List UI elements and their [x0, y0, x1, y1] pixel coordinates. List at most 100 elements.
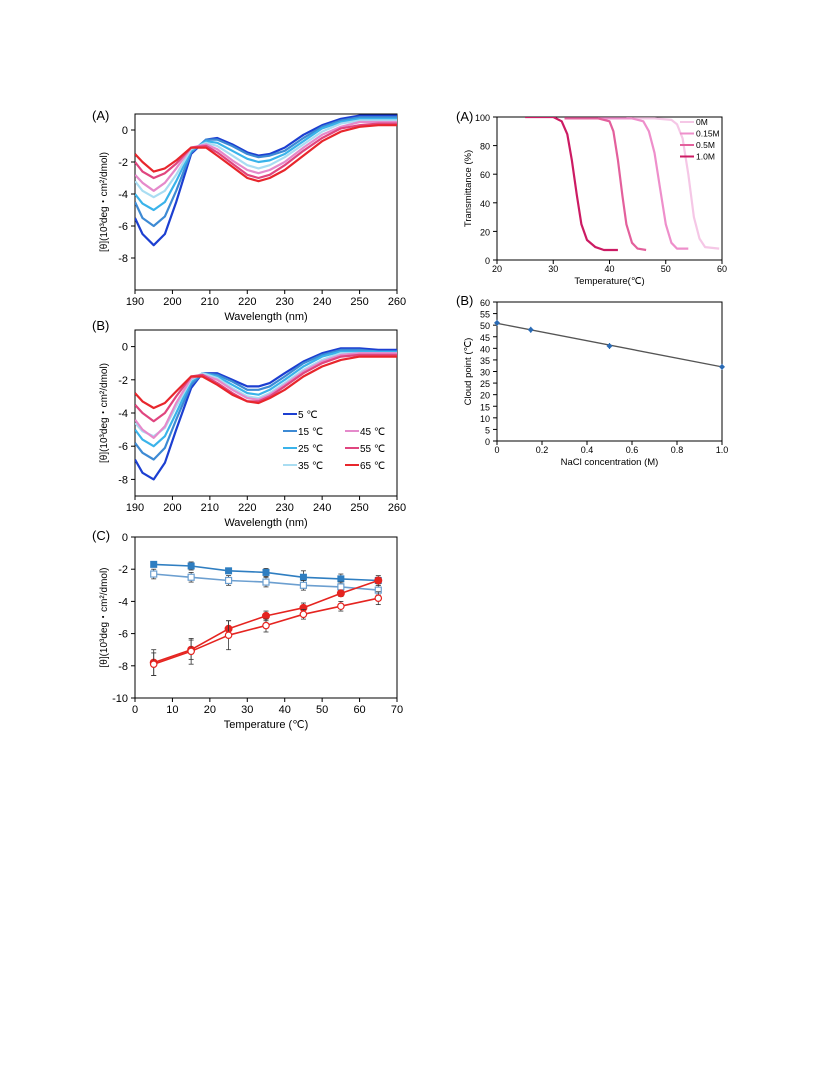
x-tick-label: 0.2 [536, 445, 549, 455]
x-tick-label: 240 [313, 296, 331, 308]
legend-label: 5 ℃ [298, 410, 318, 421]
legend-label: 0M [696, 117, 708, 127]
x-tick-label: 0.8 [671, 445, 684, 455]
panel-label: (B) [456, 293, 473, 308]
data-point [149, 660, 158, 668]
chart-panel-left_B: (B) 190 200 210 220 230 240 250 260 0 -2 -4 -6 -8 Wave… [92, 318, 406, 529]
data-point [187, 562, 195, 570]
data-point [225, 567, 233, 575]
panel-label: (A) [456, 109, 473, 124]
y-axis-label: [θ](10³deg・cm²/dmol) [99, 567, 110, 667]
y-tick-label: -4 [118, 408, 128, 420]
data-point [299, 573, 307, 581]
series-line-15 [135, 348, 397, 461]
x-tick-label: 200 [163, 502, 181, 514]
plot-frame [134, 536, 398, 699]
x-tick-label: 20 [492, 264, 502, 274]
x-tick-label: 50 [316, 704, 328, 716]
x-tick-label: 20 [204, 704, 216, 716]
y-tick-label: 35 [480, 356, 490, 366]
x-tick-label: 210 [201, 296, 219, 308]
x-tick-label: 30 [241, 704, 253, 716]
series-line-45 [135, 352, 397, 439]
y-axis-label: [θ](10³deg・cm²/dmol) [99, 363, 110, 463]
data-point [262, 611, 270, 620]
legend-label: 0.15M [696, 129, 720, 139]
series-line-25 [135, 350, 397, 448]
x-tick-label: 0 [494, 445, 499, 455]
chart-panel-left_A: (A) 190 200 210 220 230 240 250 260 0 -2 -4 -6 -8 Wave… [92, 108, 406, 323]
x-tick-label: 240 [313, 502, 331, 514]
y-tick-label: 20 [480, 391, 490, 401]
y-tick-label: 0 [122, 125, 128, 137]
legend-label: 55 ℃ [360, 444, 385, 455]
legend-label: 65 ℃ [360, 461, 385, 472]
x-tick-label: 60 [353, 704, 365, 716]
x-tick-label: 10 [166, 704, 178, 716]
y-tick-label: 80 [480, 142, 490, 152]
x-tick-label: 60 [717, 264, 727, 274]
series-line-65 [135, 355, 397, 410]
data-point [337, 575, 345, 583]
y-tick-label: 45 [480, 333, 490, 343]
y-tick-label: -4 [118, 596, 128, 608]
data-point [224, 576, 233, 585]
plot-frame [134, 113, 398, 291]
y-tick-label: 40 [480, 344, 490, 354]
data-point [262, 621, 270, 630]
legend-label: 15 ℃ [298, 427, 323, 438]
x-axis-label: NaCl concentration (M) [561, 457, 659, 468]
x-tick-label: 0.4 [581, 445, 594, 455]
y-tick-label: -2 [118, 564, 128, 576]
data-point [719, 363, 725, 370]
data-point [150, 560, 158, 568]
y-tick-label: 0 [485, 437, 490, 447]
y-tick-label: -2 [118, 375, 128, 387]
series-line-4 [135, 120, 397, 192]
x-tick-label: 30 [548, 264, 558, 274]
y-tick-label: 60 [480, 298, 490, 308]
series-line-1 [135, 116, 397, 228]
legend-label: 0.5M [696, 140, 715, 150]
series-line-5 [135, 347, 397, 481]
x-tick-label: 200 [163, 296, 181, 308]
data-point [337, 583, 345, 591]
panel-label: (C) [92, 528, 110, 543]
y-tick-label: 30 [480, 368, 490, 378]
y-tick-label: -6 [118, 629, 128, 641]
data-point [494, 319, 500, 326]
y-tick-label: 55 [480, 310, 490, 320]
y-tick-label: 10 [480, 414, 490, 424]
x-tick-label: 0.6 [626, 445, 639, 455]
x-tick-label: 210 [201, 502, 219, 514]
y-tick-label: -8 [118, 661, 128, 673]
chart-panel-right_B: (B)0 0.2 0.4 0.6 0.8 1.0051015202530354045505… [456, 293, 728, 468]
legend-label: 35 ℃ [298, 461, 323, 472]
x-tick-label: 230 [276, 502, 294, 514]
panel-label: (A) [92, 108, 109, 123]
y-tick-label: 50 [480, 321, 490, 331]
data-point [606, 343, 613, 350]
x-tick-label: 260 [388, 296, 406, 308]
data-point [527, 326, 534, 333]
x-axis-label: Wavelength (nm) [224, 517, 307, 529]
series-line-1.0M [525, 117, 618, 252]
chart-panel-right_A: (A)20 30 40 50 60020406080100Temperature(℃)T… [456, 109, 727, 287]
y-tick-label: 60 [480, 170, 490, 180]
x-tick-label: 260 [388, 502, 406, 514]
x-tick-label: 250 [350, 296, 368, 308]
series-line-2 [135, 117, 397, 212]
y-tick-label: -2 [118, 157, 128, 169]
x-tick-label: 70 [391, 704, 403, 716]
x-tick-label: 40 [604, 264, 614, 274]
y-tick-label: -6 [118, 221, 128, 233]
x-tick-label: 40 [279, 704, 291, 716]
legend-label: 45 ℃ [360, 427, 385, 438]
y-tick-label: -6 [118, 441, 128, 453]
data-point [337, 602, 345, 611]
x-tick-label: 190 [126, 296, 144, 308]
x-axis-label: Temperature(℃) [574, 276, 644, 287]
y-axis-label: Cloud point (℃) [463, 338, 474, 406]
data-point [299, 581, 308, 589]
